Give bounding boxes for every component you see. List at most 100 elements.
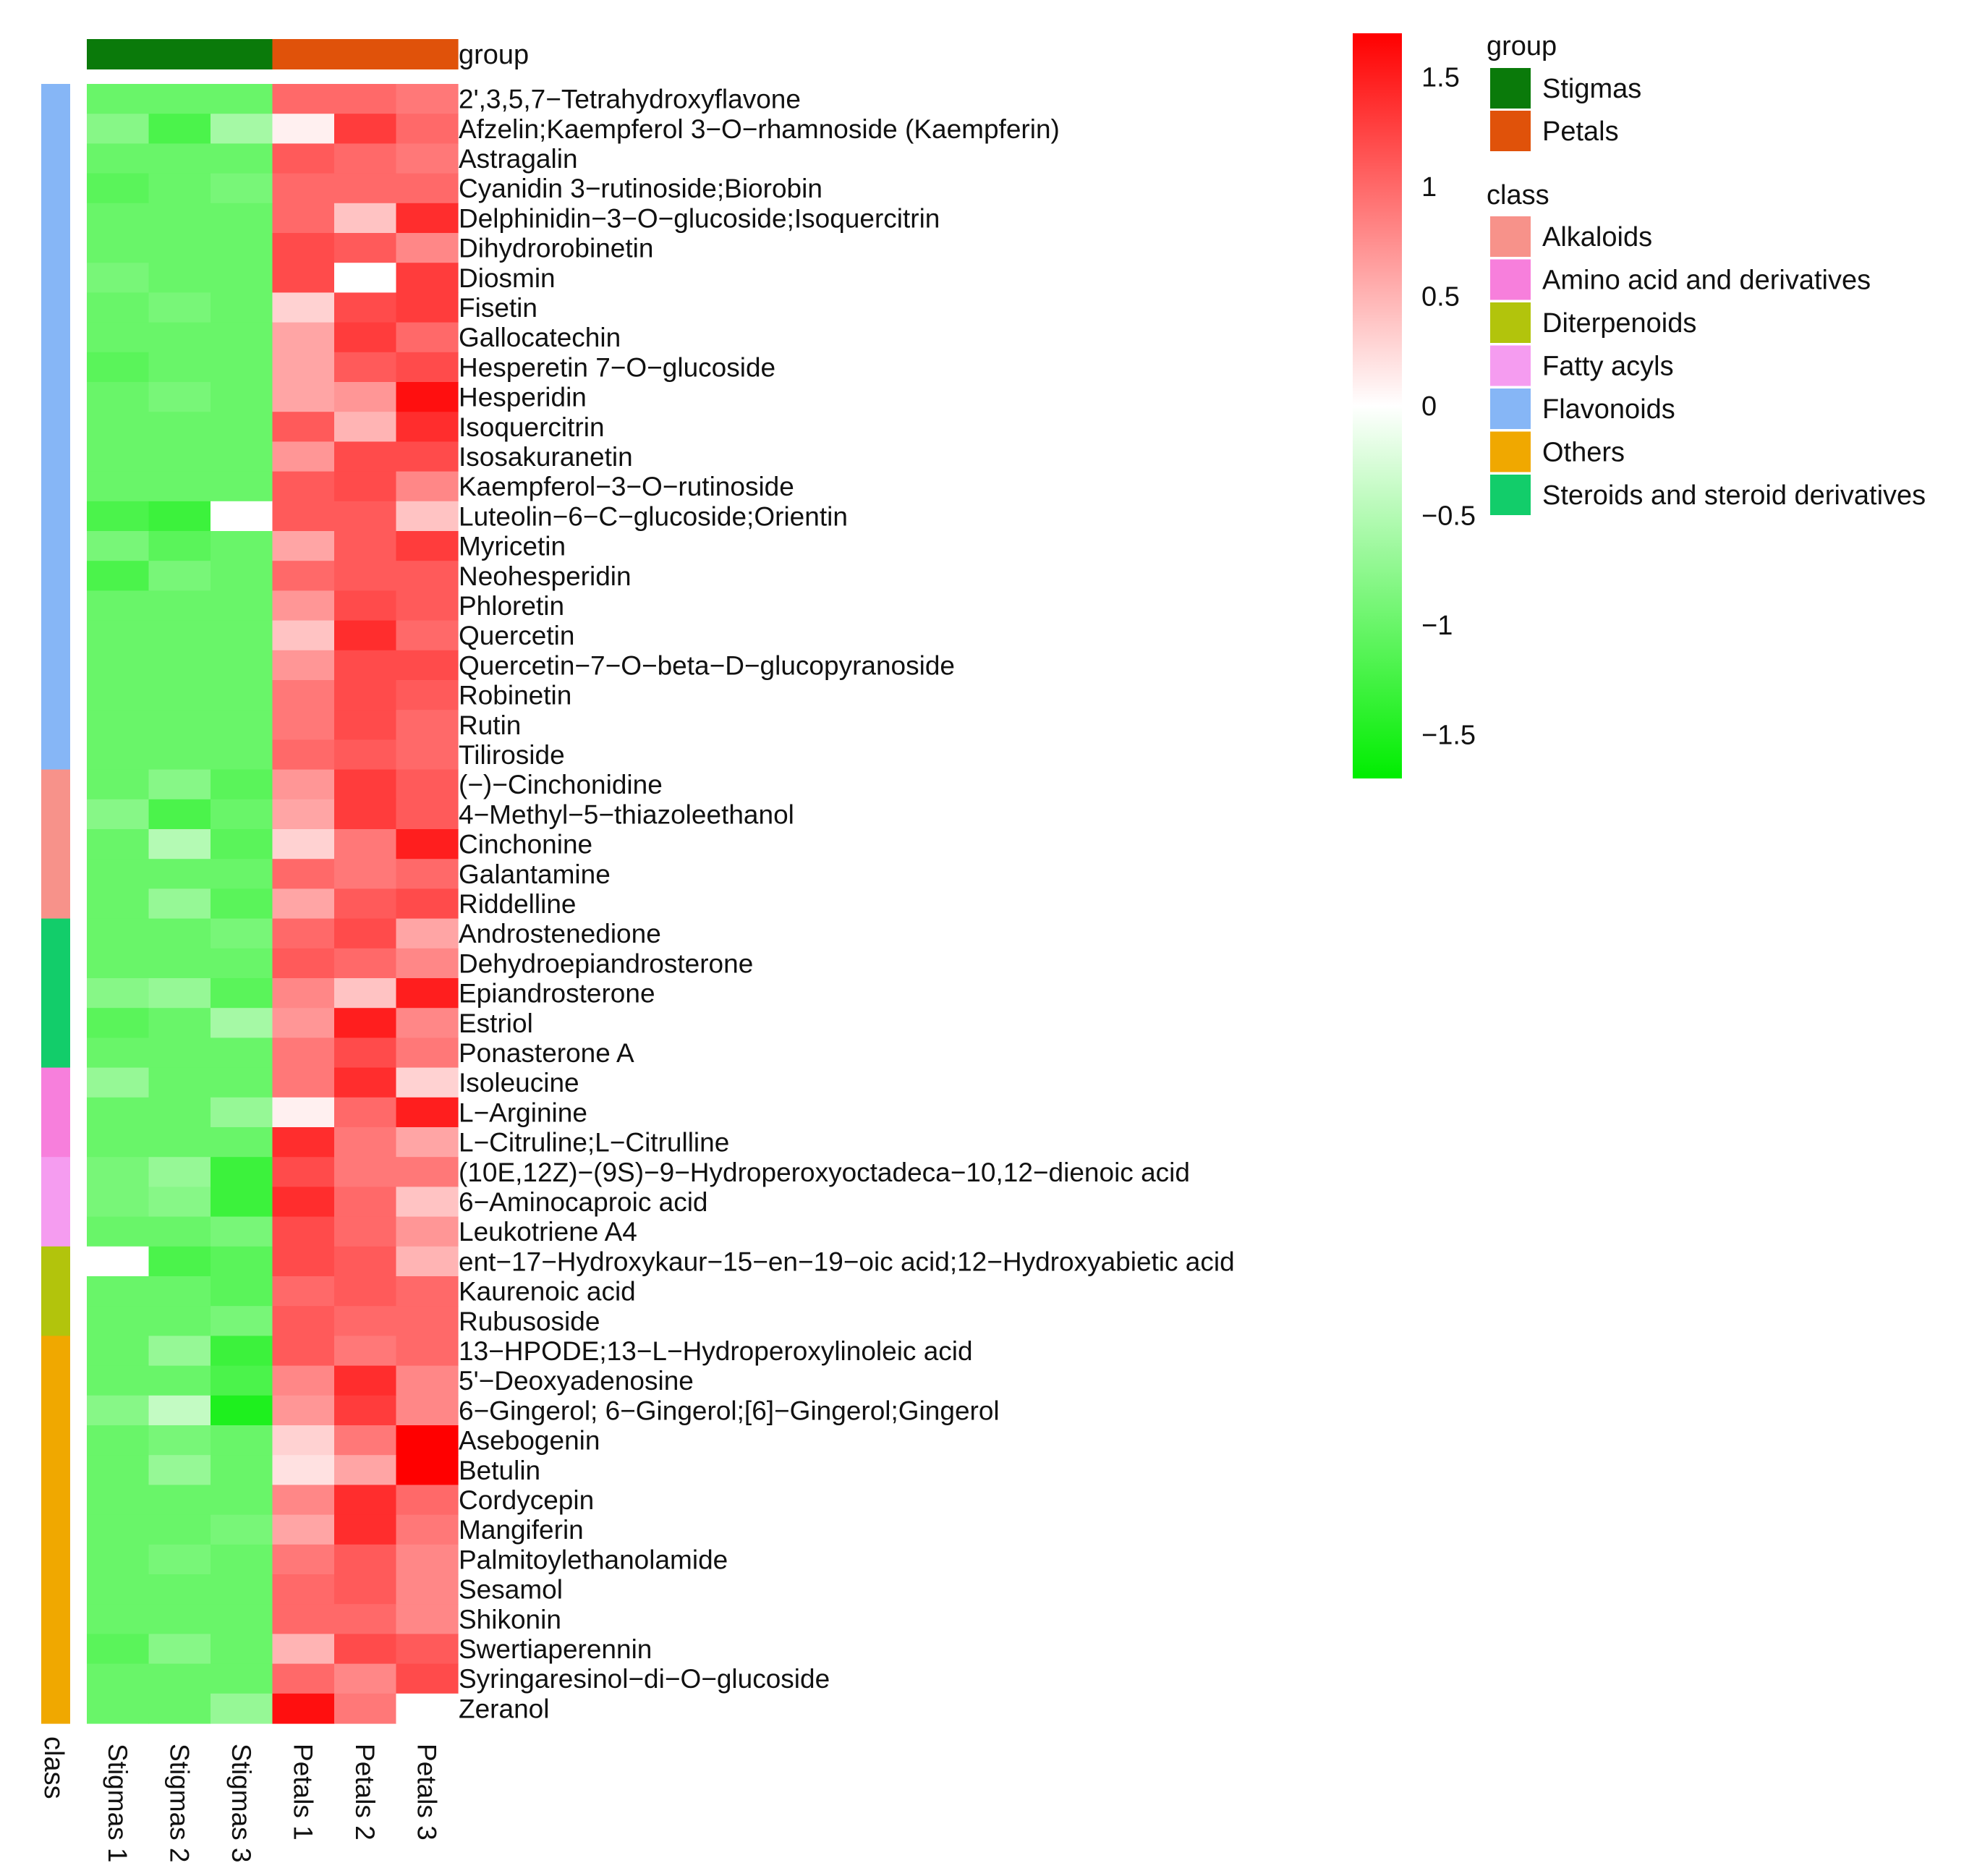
heatmap-cell: [334, 1693, 397, 1724]
heatmap-cell: [211, 978, 273, 1009]
heatmap-cell: [272, 322, 335, 353]
heatmap-cell: [396, 84, 459, 114]
heatmap-cell: [396, 1693, 459, 1724]
row-label: Kaempferol−3−O−rutinoside: [459, 472, 794, 501]
legend-class: class Alkaloids Amino acid and derivative…: [1487, 180, 1926, 515]
heatmap-cell: [272, 203, 335, 234]
colorbar-ticks: −1.5 −1 −0.5 0 0.5 1 1.5: [1421, 63, 1476, 751]
heatmap-cell: [87, 918, 150, 949]
row-label: Rubusoside: [459, 1307, 600, 1336]
legend-label: Stigmas: [1542, 74, 1641, 104]
heatmap-cell: [334, 650, 397, 681]
heatmap-cell: [396, 739, 459, 771]
row-label: Isoleucine: [459, 1068, 579, 1098]
heatmap-cell: [87, 471, 150, 502]
heatmap-cell: [211, 1336, 273, 1367]
class-annotation-cell: [41, 650, 70, 681]
heatmap-cell: [87, 620, 150, 651]
heatmap-cell: [211, 620, 273, 651]
row-label: Cordycepin: [459, 1485, 594, 1515]
row-label: Fisetin: [459, 293, 537, 323]
heatmap-cell: [396, 322, 459, 353]
heatmap-cell: [272, 888, 335, 920]
heatmap-cell: [334, 1037, 397, 1069]
heatmap-cell: [334, 1067, 397, 1098]
heatmap-cell: [272, 292, 335, 323]
heatmap-cell: [334, 1663, 397, 1694]
heatmap-cell: [87, 590, 150, 621]
heatmap-cell: [396, 888, 459, 920]
heatmap-cell: [148, 769, 211, 800]
heatmap-cell: [272, 412, 335, 442]
group-annotation-cell: [396, 39, 459, 69]
heatmap-cell: [211, 590, 273, 621]
heatmap-cell: [334, 710, 397, 740]
heatmap-cell: [272, 620, 335, 651]
heatmap-cell: [87, 1395, 150, 1426]
heatmap-cell: [148, 710, 211, 740]
heatmap-cell: [211, 412, 273, 442]
class-annotation-cell: [41, 948, 70, 979]
class-annotation-cell: [41, 561, 70, 591]
class-annotation-cell: [41, 1485, 70, 1516]
heatmap-cell: [272, 441, 335, 472]
class-annotation-cell: [41, 1544, 70, 1575]
class-annotation-cell: [41, 799, 70, 830]
legend-label: Amino acid and derivatives: [1542, 266, 1871, 296]
row-label: Hesperetin 7−O−glucoside: [459, 352, 775, 382]
heatmap-cell: [211, 1306, 273, 1336]
row-label: Riddelline: [459, 889, 577, 919]
heatmap-cell: [396, 710, 459, 740]
heatmap-cell: [87, 173, 150, 204]
heatmap-cell: [211, 710, 273, 740]
heatmap-cell: [272, 1514, 335, 1545]
heatmap-cell: [272, 1395, 335, 1426]
heatmap-cell: [334, 829, 397, 860]
heatmap-cell: [87, 1485, 150, 1516]
heatmap-cell: [148, 1216, 211, 1247]
legend-swatch: [1490, 68, 1531, 109]
class-annotation-cell: [41, 1574, 70, 1605]
heatmap-cell: [334, 590, 397, 621]
heatmap-cell: [211, 1127, 273, 1158]
legend-label: Diterpenoids: [1542, 308, 1696, 339]
heatmap-cell: [211, 739, 273, 771]
heatmap-cell: [211, 1574, 273, 1605]
class-annotation-cell: [41, 1037, 70, 1069]
heatmap-cell: [148, 1306, 211, 1336]
heatmap-cell: [272, 739, 335, 771]
column-label: Petals 1: [288, 1744, 318, 1841]
row-label: Cinchonine: [459, 830, 592, 860]
heatmap-cell: [211, 799, 273, 830]
class-annotation-cell: [41, 1604, 70, 1634]
heatmap-cell: [396, 620, 459, 651]
heatmap-cell: [334, 173, 397, 204]
heatmap-cell: [334, 1365, 397, 1396]
row-labels: 2',3,5,7−TetrahydroxyflavoneAfzelin;Kaem…: [459, 85, 1235, 1724]
heatmap-cell: [87, 1037, 150, 1069]
heatmap-cell: [148, 1485, 211, 1516]
class-annotation-cell: [41, 501, 70, 532]
heatmap-cell: [334, 978, 397, 1009]
heatmap-cell: [396, 1574, 459, 1605]
heatmap-cell: [334, 471, 397, 502]
heatmap-cell: [334, 84, 397, 114]
group-annotation-cell: [148, 39, 211, 69]
legend-swatch: [1490, 111, 1531, 151]
class-annotation-cell: [41, 1634, 70, 1665]
heatmap-cell: [87, 1276, 150, 1307]
heatmap-cell: [272, 114, 335, 144]
row-label: 6−Gingerol; 6−Gingerol;[6]−Gingerol;Ging…: [459, 1396, 1000, 1425]
heatmap-cell: [211, 173, 273, 204]
heatmap-cell: [87, 1604, 150, 1634]
heatmap-cell: [272, 799, 335, 830]
class-annotation-cell: [41, 471, 70, 502]
legend-swatch: [1490, 216, 1531, 257]
heatmap-cell: [87, 829, 150, 860]
class-annotation-cell: [41, 1187, 70, 1218]
row-label: Sesamol: [459, 1575, 563, 1605]
heatmap-cell: [396, 978, 459, 1009]
heatmap-cell: [272, 1127, 335, 1158]
legend-swatch: [1490, 431, 1531, 472]
